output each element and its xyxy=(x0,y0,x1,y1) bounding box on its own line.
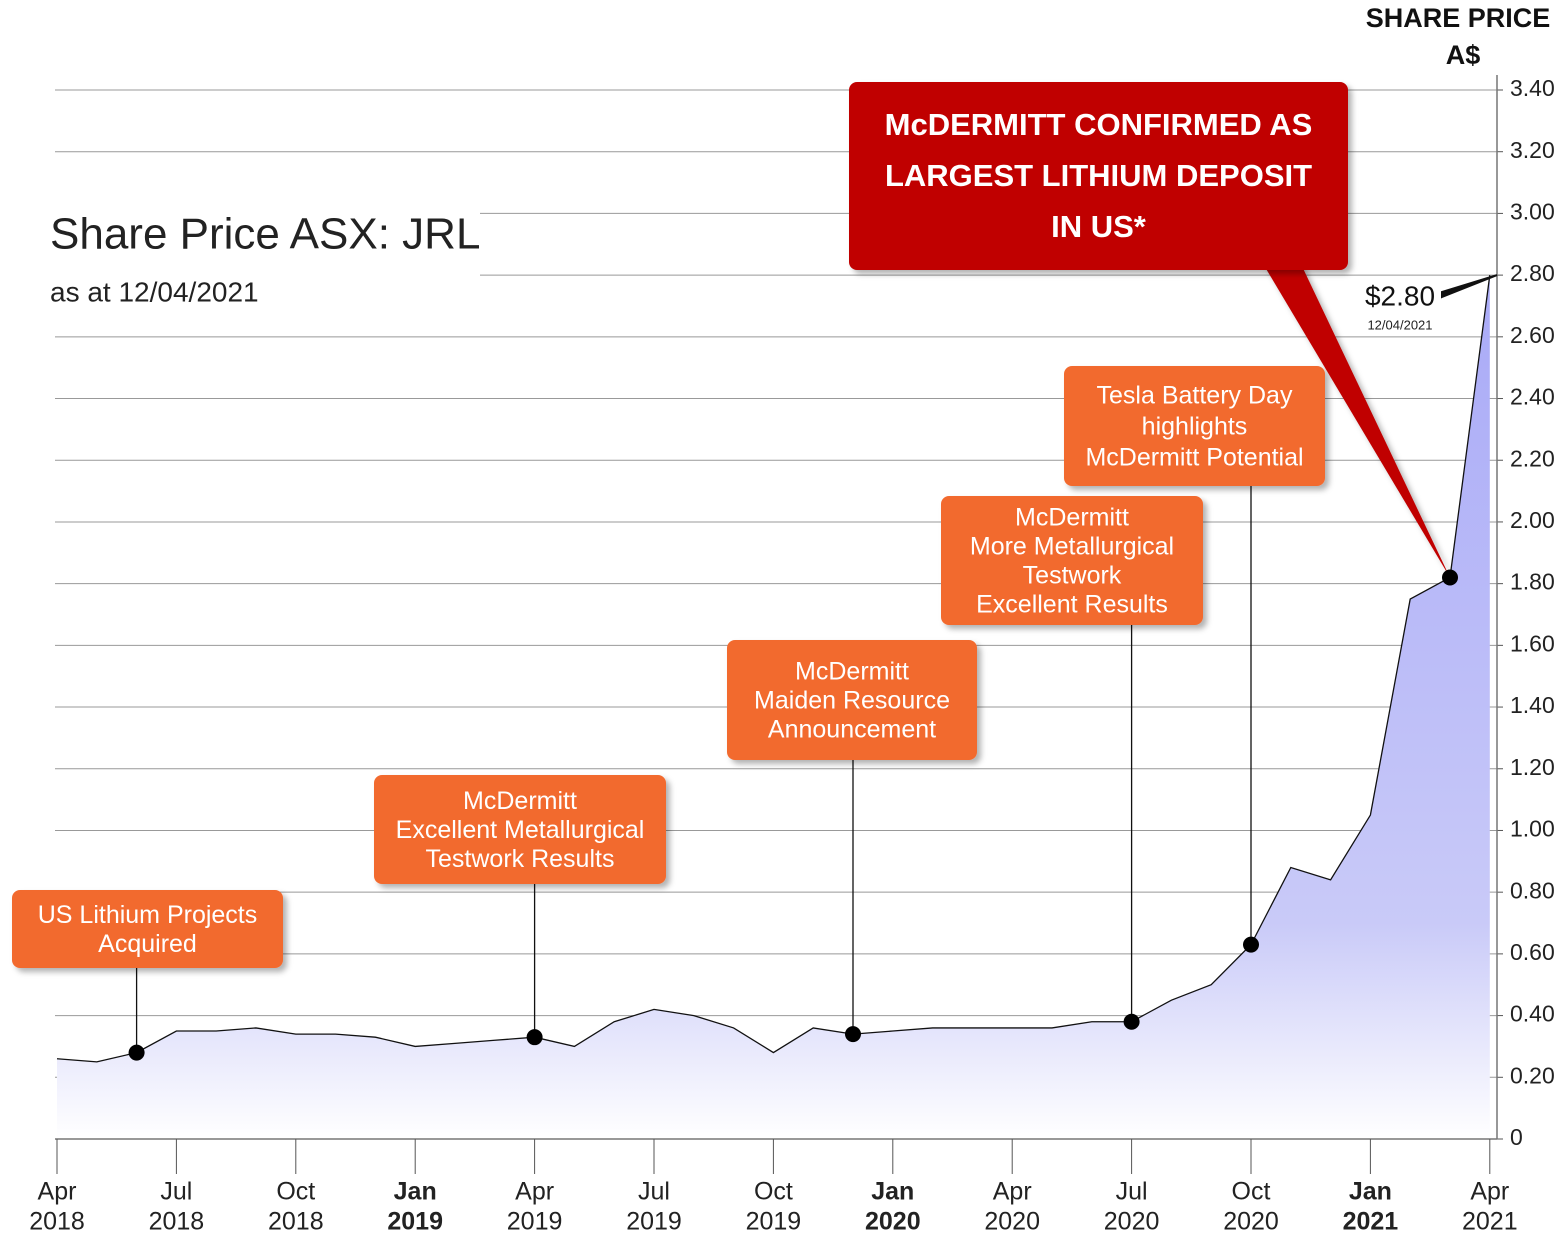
x-tick-label: 2018 xyxy=(149,1208,205,1235)
y-tick-label: 0.60 xyxy=(1510,939,1555,965)
x-tick-label: Jul xyxy=(1116,1178,1148,1206)
y-tick-label: 1.40 xyxy=(1510,692,1555,718)
event-dot xyxy=(1123,1013,1140,1030)
price-pointer xyxy=(1441,274,1498,299)
x-tick-label: Oct xyxy=(276,1178,315,1206)
annotation-text: US Lithium Projects xyxy=(38,901,258,929)
y-tick-label: 3.40 xyxy=(1510,75,1555,101)
y-tick-label: 3.00 xyxy=(1510,198,1555,224)
annotation-box xyxy=(849,82,1348,270)
x-tick-label: 2019 xyxy=(387,1208,443,1235)
x-tick-label: 2019 xyxy=(507,1208,563,1235)
y-tick-label: 2.00 xyxy=(1510,507,1555,533)
annotation-box xyxy=(941,496,1203,625)
x-tick-label: 2020 xyxy=(865,1208,921,1235)
title-backdrop xyxy=(40,200,480,320)
x-tick-label: 2018 xyxy=(268,1208,324,1235)
x-tick-label: 2018 xyxy=(29,1208,85,1235)
annotation-box xyxy=(12,890,283,968)
x-tick-label: Jul xyxy=(160,1178,192,1206)
event-dot xyxy=(1243,936,1259,953)
x-tick-label: 2021 xyxy=(1462,1208,1518,1235)
x-tick-label: 2019 xyxy=(746,1208,802,1235)
annotation-text: highlights xyxy=(1142,413,1248,441)
y-tick-label: 2.20 xyxy=(1510,445,1555,471)
annotation-text: McDermitt xyxy=(463,787,577,815)
y-tick-label: 3.20 xyxy=(1510,137,1555,163)
annotation-text: McDermitt xyxy=(1015,504,1129,532)
last-price-label: $2.80 xyxy=(1365,280,1435,311)
x-tick-label: 2020 xyxy=(1223,1208,1279,1235)
y-axis-title: SHARE PRICE xyxy=(1366,3,1551,33)
x-tick-label: Apr xyxy=(993,1178,1032,1206)
annotation-text: Tesla Battery Day xyxy=(1097,382,1293,410)
x-tick-label: 2021 xyxy=(1343,1208,1399,1235)
annotation-text: Testwork xyxy=(1023,562,1122,590)
annotation-text: Maiden Resource xyxy=(754,687,950,715)
y-tick-label: 0.80 xyxy=(1510,877,1555,903)
y-tick-label: 2.80 xyxy=(1510,260,1555,286)
annotation-text: More Metallurgical xyxy=(970,533,1174,561)
y-tick-label: 0.40 xyxy=(1510,1001,1555,1027)
x-tick-label: Apr xyxy=(1470,1178,1509,1206)
annotation-text: Excellent Results xyxy=(976,591,1168,619)
chart-subtitle: as at 12/04/2021 xyxy=(50,276,259,307)
annotation-text: Testwork Results xyxy=(426,845,615,873)
x-tick-label: 2020 xyxy=(1104,1208,1160,1235)
y-tick-label: 1.00 xyxy=(1510,816,1555,842)
callout-pointer xyxy=(1262,262,1450,578)
y-tick-label: 2.40 xyxy=(1510,384,1555,410)
annotation-text: McDERMITT CONFIRMED AS xyxy=(885,107,1313,142)
annotation-text: Announcement xyxy=(768,716,936,744)
x-tick-label: Jul xyxy=(638,1178,670,1206)
annotation-text: McDermitt Potential xyxy=(1085,444,1303,472)
y-tick-label: 1.20 xyxy=(1510,754,1555,780)
y-axis-title: A$ xyxy=(1446,40,1481,70)
x-tick-label: Oct xyxy=(1232,1178,1271,1206)
annotation-text: Acquired xyxy=(98,930,197,958)
x-tick-label: Jan xyxy=(871,1178,914,1206)
annotation-text: McDermitt xyxy=(795,658,909,686)
y-tick-label: 1.80 xyxy=(1510,569,1555,595)
y-tick-label: 0 xyxy=(1510,1124,1523,1150)
annotation-box xyxy=(1064,366,1325,486)
annotation-box xyxy=(727,640,977,760)
annotation-text: Excellent Metallurgical xyxy=(396,816,645,844)
event-dot xyxy=(128,1044,145,1061)
y-tick-label: 2.60 xyxy=(1510,322,1555,348)
x-tick-label: Jan xyxy=(1349,1178,1392,1206)
x-tick-label: Apr xyxy=(515,1178,554,1206)
event-dot xyxy=(845,1026,861,1043)
annotation-box xyxy=(374,775,666,884)
x-tick-label: Oct xyxy=(754,1178,793,1206)
event-dot xyxy=(1442,569,1458,586)
area-fill xyxy=(57,275,1490,1139)
y-tick-label: 0.20 xyxy=(1510,1062,1555,1088)
x-tick-label: 2019 xyxy=(626,1208,682,1235)
last-price-date: 12/04/2021 xyxy=(1367,317,1432,332)
annotation-text: LARGEST LITHIUM DEPOSIT xyxy=(885,158,1312,193)
x-tick-label: Apr xyxy=(38,1178,77,1206)
chart-title: Share Price ASX: JRL xyxy=(50,210,480,259)
x-tick-label: 2020 xyxy=(984,1208,1040,1235)
event-dot xyxy=(526,1029,543,1046)
x-tick-label: Jan xyxy=(394,1178,437,1206)
annotation-text: IN US* xyxy=(1051,209,1147,244)
y-tick-label: 1.60 xyxy=(1510,630,1555,656)
